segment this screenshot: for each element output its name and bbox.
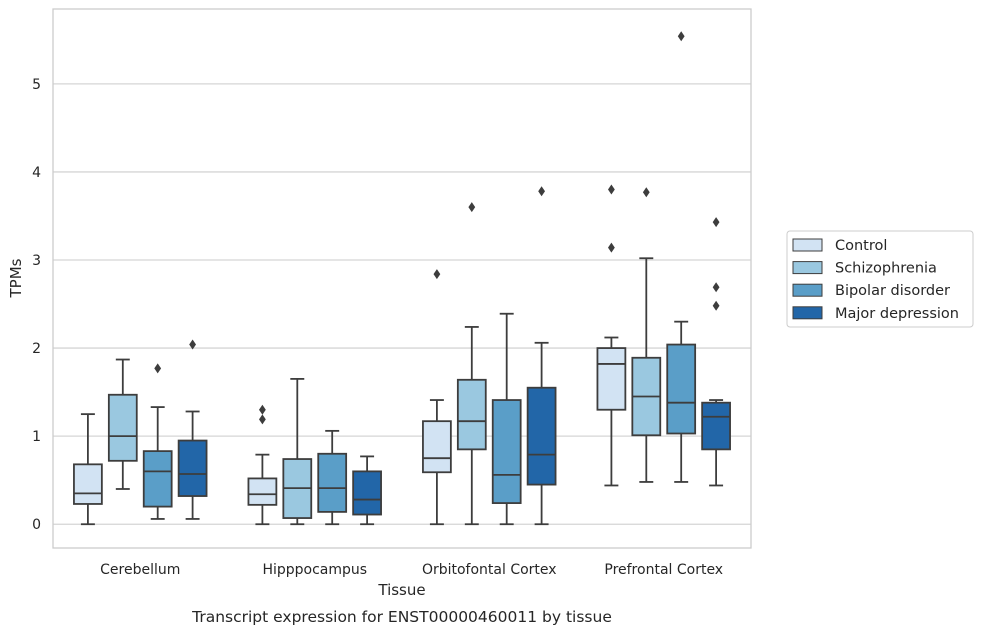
outlier-marker — [259, 404, 266, 415]
y-tick-label: 3 — [32, 253, 41, 269]
y-axis-label: TPMs — [7, 258, 25, 298]
outlier-marker — [433, 269, 441, 280]
y-tick-label: 5 — [32, 77, 41, 93]
series-group — [73, 184, 627, 526]
box-plot — [631, 187, 662, 483]
legend-swatch — [792, 283, 823, 297]
box-plot — [107, 358, 138, 490]
box-plot — [247, 404, 278, 526]
y-tick-label: 1 — [32, 429, 41, 445]
box — [142, 450, 173, 508]
box — [491, 399, 522, 504]
legend-label: Major depression — [835, 306, 959, 322]
box-plot — [177, 339, 208, 520]
box-plot — [317, 429, 348, 526]
legend-items: Control Schizophrenia Bipolar disorder Majo… — [792, 238, 959, 322]
x-tick-label: Orbitofontal Cortex — [422, 562, 557, 578]
series-group — [107, 187, 662, 526]
box — [526, 386, 557, 486]
box-plot — [666, 31, 697, 483]
box-plot — [352, 455, 382, 526]
box-plot — [596, 184, 627, 487]
plot-frame — [52, 8, 752, 549]
box-plot — [701, 217, 731, 487]
x-tick-label: Prefrontal Cortex — [604, 562, 723, 578]
box — [456, 378, 487, 451]
box — [247, 477, 278, 506]
outlier-marker — [468, 202, 476, 213]
box-plot — [422, 269, 452, 526]
x-tick-label: Hipppocampus — [262, 562, 367, 578]
x-axis-label: Tissue — [377, 581, 425, 599]
outlier-marker — [259, 414, 266, 425]
box-plot — [282, 378, 313, 526]
series-group — [177, 186, 731, 526]
box — [317, 452, 348, 513]
box — [352, 470, 382, 516]
legend-swatch — [792, 238, 823, 252]
box-series — [73, 31, 731, 526]
box-plot — [526, 186, 557, 526]
x-tick-labels: Cerebellum Hipppocampus Orbitofontal Corte… — [100, 562, 723, 578]
box — [73, 463, 103, 505]
legend-label: Control — [835, 238, 887, 254]
y-gridlines — [53, 83, 751, 525]
y-tick-label: 2 — [32, 341, 41, 357]
outlier-marker — [608, 242, 615, 253]
outlier-marker — [154, 363, 162, 374]
box — [666, 343, 697, 435]
box-plot — [142, 363, 173, 520]
chart-caption: Transcript expression for ENST0000046001… — [191, 608, 612, 626]
legend-frame — [786, 230, 974, 328]
box — [422, 420, 452, 474]
legend: Control Schizophrenia Bipolar disorder Majo… — [786, 230, 974, 328]
outlier-marker — [538, 186, 545, 197]
y-tick-label: 0 — [32, 517, 41, 533]
legend-swatch — [792, 306, 823, 320]
box-plot — [491, 312, 522, 526]
box — [107, 393, 138, 462]
outlier-marker — [608, 184, 615, 195]
outlier-marker — [712, 282, 720, 293]
outlier-marker — [642, 187, 650, 198]
box-plot — [73, 413, 103, 526]
x-tick-label: Cerebellum — [100, 562, 180, 578]
y-tick-label: 4 — [32, 165, 41, 181]
outlier-marker — [189, 339, 196, 350]
series-group — [142, 31, 697, 526]
box-plot — [456, 202, 487, 526]
legend-swatch — [792, 261, 823, 275]
box — [596, 347, 627, 411]
legend-label: Schizophrenia — [835, 261, 937, 277]
legend-label: Bipolar disorder — [835, 283, 950, 299]
box — [177, 439, 208, 497]
outlier-marker — [712, 217, 720, 228]
outlier-marker — [677, 31, 685, 42]
outlier-marker — [712, 300, 720, 311]
box — [701, 401, 731, 451]
y-tick-labels: 0 1 2 3 4 5 — [32, 77, 41, 533]
